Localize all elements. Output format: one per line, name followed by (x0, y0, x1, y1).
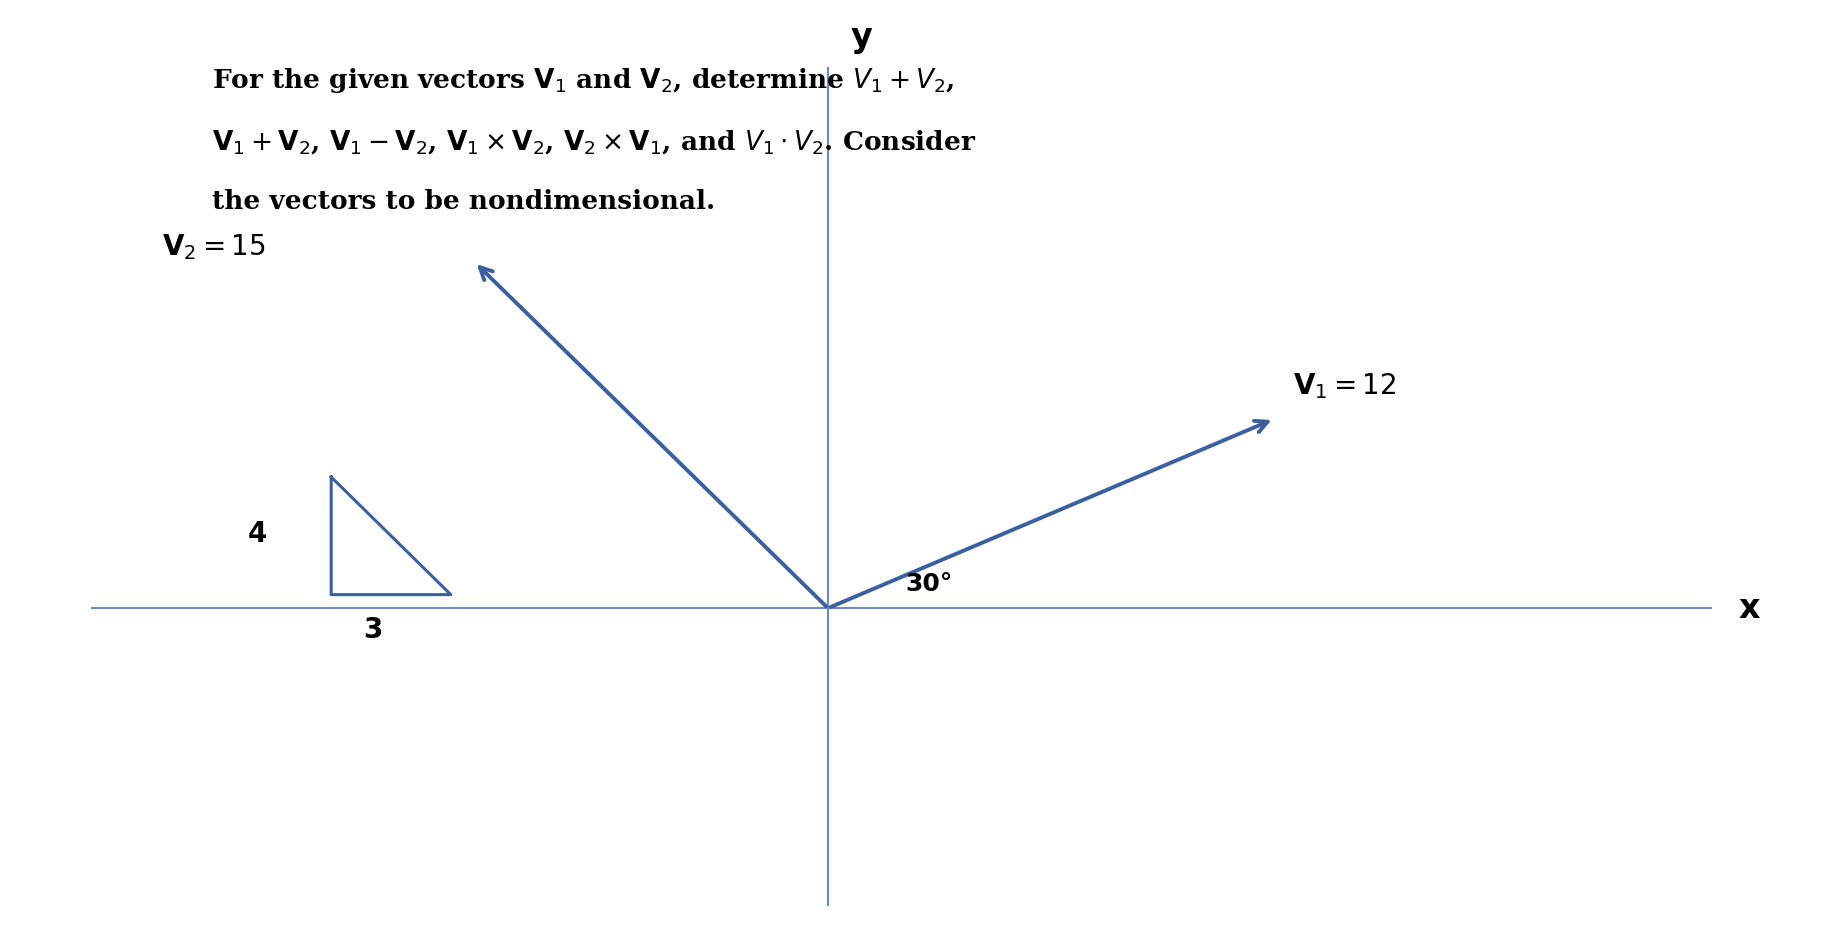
Text: 3: 3 (362, 616, 383, 644)
Text: $\mathbf{V}_1 + \mathbf{V}_2$, $\mathbf{V}_1 - \mathbf{V}_2$, $\mathbf{V}_1 \tim: $\mathbf{V}_1 + \mathbf{V}_2$, $\mathbf{… (211, 128, 975, 156)
Text: $\mathbf{V}_1 = 12$: $\mathbf{V}_1 = 12$ (1291, 372, 1396, 401)
Text: the vectors to be nondimensional.: the vectors to be nondimensional. (211, 189, 714, 214)
Text: y: y (850, 21, 872, 54)
Text: 4: 4 (246, 519, 267, 548)
Text: x: x (1738, 591, 1760, 624)
Text: 30°: 30° (905, 571, 953, 596)
Text: $\mathbf{V}_2 = 15$: $\mathbf{V}_2 = 15$ (162, 233, 265, 262)
Text: For the given vectors $\mathbf{V}_1$ and $\mathbf{V}_2$, determine $V_1 + V_2$,: For the given vectors $\mathbf{V}_1$ and… (211, 66, 954, 96)
